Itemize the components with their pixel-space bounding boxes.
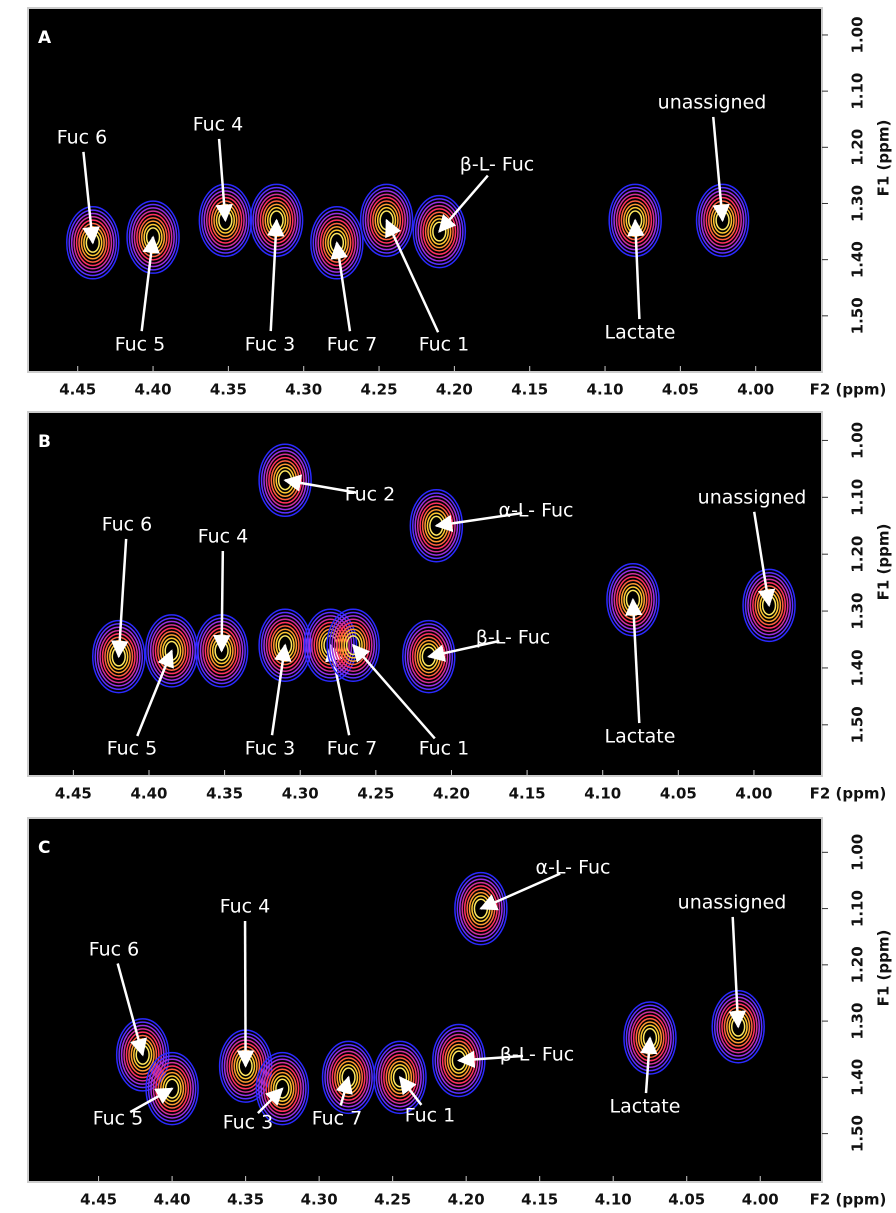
annotation-label: Fuc 4 [198, 526, 249, 548]
annotation-label: Fuc 2 [345, 484, 396, 506]
y-tick-label: 1.50 [849, 297, 867, 334]
y-tick-label: 1.50 [849, 706, 867, 743]
annotation-label: Fuc 7 [327, 738, 378, 760]
annotation-label: Fuc 5 [107, 738, 158, 760]
annotation-label: α-L- Fuc [499, 500, 574, 522]
annotation-label: Fuc 1 [419, 334, 470, 356]
annotation-label: Fuc 4 [220, 896, 271, 918]
annotation-label: Fuc 5 [115, 334, 166, 356]
page: Fuc 6 Fuc 4 β-L- Fuc Fuc 5 Fuc 3 Fuc 7 Fuc 1 La… [0, 0, 896, 1213]
x-axis-label: F2 (ppm) [810, 1191, 887, 1209]
x-tick-label: 4.45 [80, 1191, 117, 1209]
y-tick-label: 1.20 [849, 129, 867, 166]
plot-area [28, 818, 822, 1182]
x-tick-label: 4.35 [227, 1191, 264, 1209]
panel-letter: C [38, 838, 50, 858]
annotation-label: β-L- Fuc [476, 627, 551, 649]
plot-area [28, 8, 822, 372]
annotation-label: Fuc 4 [193, 114, 244, 136]
annotation-label: Fuc 3 [245, 334, 296, 356]
annotation-arrow [222, 551, 223, 651]
y-tick-label: 1.30 [849, 593, 867, 630]
x-tick-label: 4.10 [595, 1191, 632, 1209]
y-tick-label: 1.40 [849, 649, 867, 686]
x-tick-label: 4.20 [436, 381, 473, 399]
annotation-label: Fuc 6 [89, 939, 140, 961]
y-tick-label: 1.30 [849, 1003, 867, 1040]
x-tick-label: 4.15 [511, 381, 548, 399]
x-tick-label: 4.40 [154, 1191, 191, 1209]
y-axis-label: F1 (ppm) [875, 524, 893, 601]
y-tick-label: 1.00 [849, 16, 867, 53]
annotation-label: α-L- Fuc [536, 857, 611, 879]
annotation-label: Fuc 3 [223, 1112, 274, 1134]
y-tick-label: 1.00 [849, 422, 867, 459]
y-tick-label: 1.20 [849, 946, 867, 983]
x-axis-label: F2 (ppm) [810, 381, 887, 399]
x-tick-label: 4.05 [662, 381, 699, 399]
annotation-label: Fuc 3 [245, 738, 296, 760]
annotation-label: Lactate [610, 1096, 681, 1118]
annotation-label: Fuc 7 [327, 334, 378, 356]
y-tick-label: 1.20 [849, 536, 867, 573]
x-tick-label: 4.25 [357, 785, 394, 803]
x-tick-label: 4.35 [210, 381, 247, 399]
plot-area [28, 412, 822, 776]
x-tick-label: 4.45 [59, 381, 96, 399]
x-tick-label: 4.15 [521, 1191, 558, 1209]
annotation-label: unassigned [678, 892, 787, 914]
x-axis-label: F2 (ppm) [810, 785, 887, 803]
x-tick-label: 4.20 [433, 785, 470, 803]
x-tick-label: 4.00 [735, 785, 772, 803]
y-tick-label: 1.40 [849, 1059, 867, 1096]
figure: Fuc 6 Fuc 4 β-L- Fuc Fuc 5 Fuc 3 Fuc 7 Fuc 1 La… [0, 0, 896, 1213]
y-axis-label: F1 (ppm) [875, 930, 893, 1007]
annotation-label: unassigned [658, 92, 767, 114]
y-tick-label: 1.10 [849, 73, 867, 110]
x-tick-label: 4.05 [668, 1191, 705, 1209]
annotation-label: β-L- Fuc [460, 154, 535, 176]
annotation-label: Fuc 6 [57, 127, 108, 149]
annotation-label: Fuc 5 [93, 1108, 144, 1130]
y-tick-label: 1.30 [849, 185, 867, 222]
annotation-label: Fuc 1 [419, 738, 470, 760]
annotation-label: Fuc 6 [102, 514, 153, 536]
x-tick-label: 4.35 [206, 785, 243, 803]
y-tick-label: 1.10 [849, 890, 867, 927]
x-tick-label: 4.40 [130, 785, 167, 803]
y-tick-label: 1.50 [849, 1115, 867, 1152]
y-tick-label: 1.10 [849, 479, 867, 516]
x-tick-label: 4.30 [285, 381, 322, 399]
x-tick-label: 4.00 [742, 1191, 779, 1209]
annotation-arrow [245, 921, 246, 1066]
x-tick-label: 4.20 [448, 1191, 485, 1209]
x-tick-label: 4.10 [587, 381, 624, 399]
x-tick-label: 4.05 [660, 785, 697, 803]
x-tick-label: 4.00 [737, 381, 774, 399]
x-tick-label: 4.10 [584, 785, 621, 803]
x-tick-label: 4.25 [374, 1191, 411, 1209]
panel-letter: B [38, 432, 51, 452]
annotation-label: Fuc 1 [405, 1105, 456, 1127]
y-tick-label: 1.00 [849, 834, 867, 871]
y-axis-label: F1 (ppm) [875, 120, 893, 197]
x-tick-label: 4.40 [135, 381, 172, 399]
x-tick-label: 4.25 [361, 381, 398, 399]
y-tick-label: 1.40 [849, 241, 867, 278]
x-tick-label: 4.30 [282, 785, 319, 803]
annotation-label: unassigned [698, 487, 807, 509]
annotation-label: Lactate [605, 726, 676, 748]
annotation-label: Lactate [605, 322, 676, 344]
annotation-label: β-L- Fuc [500, 1044, 575, 1066]
annotation-label: Fuc 7 [312, 1108, 363, 1130]
x-tick-label: 4.45 [55, 785, 92, 803]
panel-letter: A [38, 28, 52, 48]
x-tick-label: 4.15 [509, 785, 546, 803]
x-tick-label: 4.30 [301, 1191, 338, 1209]
